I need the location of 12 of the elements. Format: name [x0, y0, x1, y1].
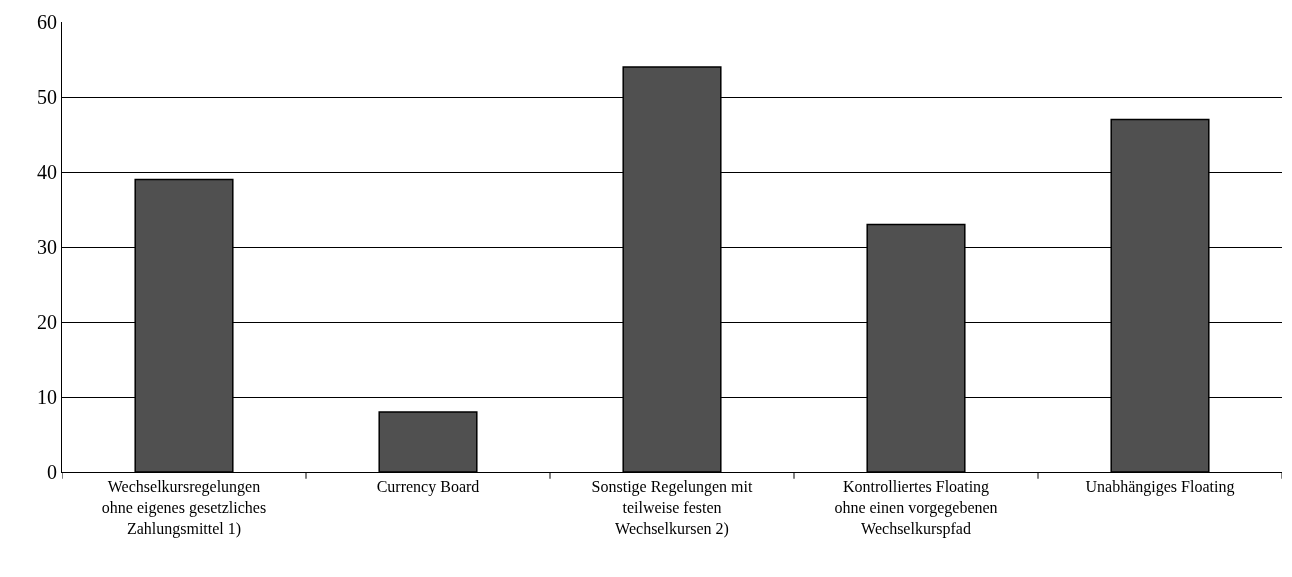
y-tick-label: 0 [47, 461, 57, 483]
y-tick-label: 50 [37, 86, 57, 108]
y-tick-label: 40 [37, 161, 57, 183]
y-tick-label: 10 [37, 386, 57, 408]
x-tick-label: Currency Board [376, 478, 480, 497]
x-tick-label: Unabhängiges Floating [1085, 478, 1235, 497]
x-tick-label: Sonstige Regelungen mit teilweise festen Wechselkursen 2) [591, 478, 753, 538]
x-tick-label: Kontrolliertes Floating ohne einen vorgegebenen Wechselkurspfad [834, 478, 998, 538]
y-tick-label: 20 [37, 311, 57, 333]
y-tick-label: 60 [37, 11, 57, 33]
x-tick-label: Wechselkursregelungen ohne eigenes gesetzliches Zahlungsmittel 1) [101, 478, 267, 538]
y-tick-label: 30 [37, 236, 57, 258]
